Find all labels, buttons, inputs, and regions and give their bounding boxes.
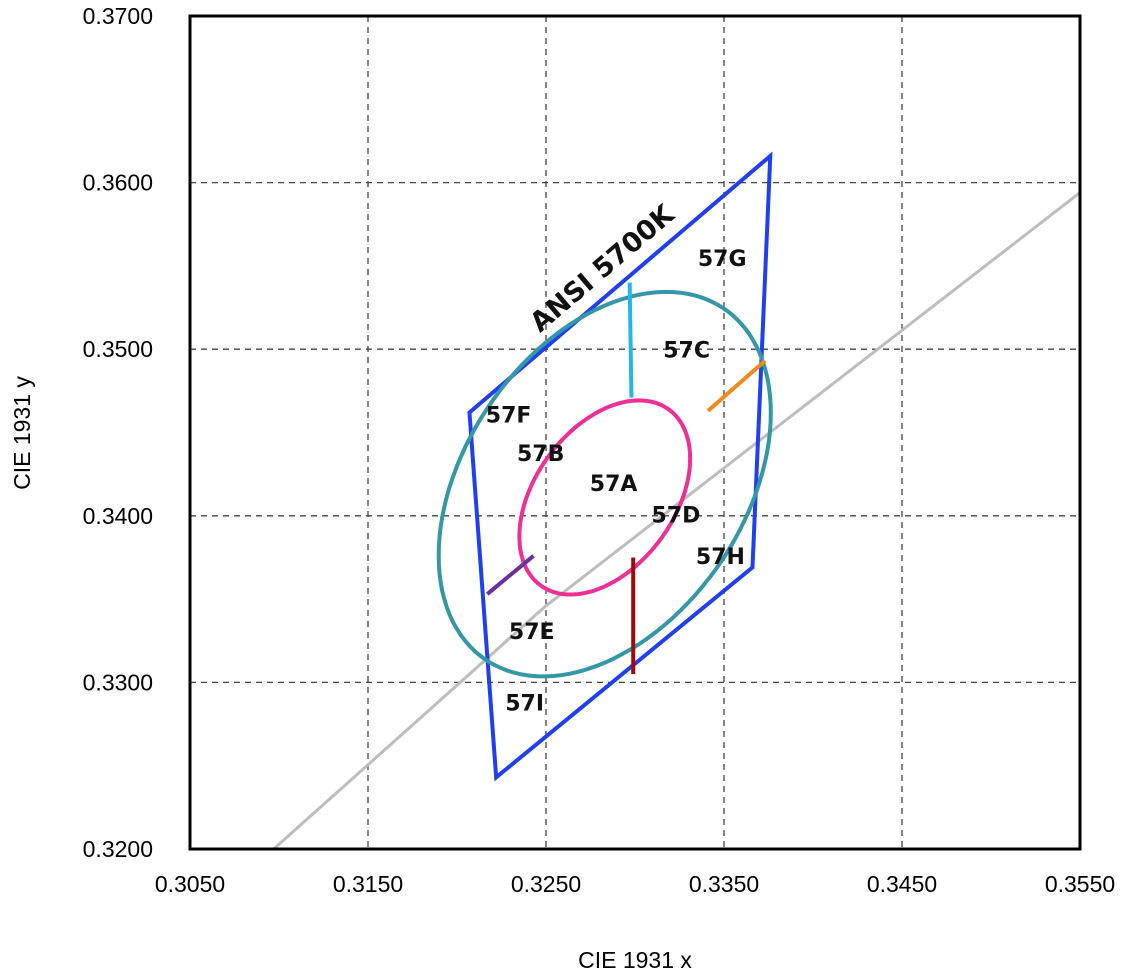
y-tick-label: 0.3700 [83, 3, 153, 29]
x-tick-label: 0.3550 [1045, 871, 1115, 897]
region-label-57d: 57D [651, 503, 700, 528]
region-label-57f: 57F [486, 404, 532, 429]
x-tick-label: 0.3050 [155, 871, 225, 897]
y-tick-label: 0.3600 [83, 170, 153, 196]
region-label-57b: 57B [517, 442, 564, 467]
region-label-57c: 57C [663, 339, 710, 364]
y-axis-title: CIE 1931 y [9, 376, 35, 490]
region-label-57a: 57A [590, 472, 638, 497]
ellipse-57c [436, 289, 773, 679]
plot-frame [188, 14, 1082, 851]
region-label-57g: 57G [698, 247, 747, 272]
ansi-5700k-label: ANSI 5700K [524, 198, 681, 338]
x-tick-label: 0.3450 [867, 871, 937, 897]
x-tick-label: 0.3150 [333, 871, 403, 897]
region-label-57e: 57E [509, 620, 555, 645]
x-tick-label: 0.3250 [511, 871, 581, 897]
x-axis-title: CIE 1931 x [578, 947, 692, 973]
ansi-quadrangle [467, 151, 773, 782]
region-label-57h: 57H [696, 545, 745, 570]
y-tick-label: 0.3300 [83, 669, 153, 695]
divider-segment-3 [485, 554, 535, 596]
ellipse-57a [517, 398, 693, 597]
y-tick-label: 0.3200 [83, 836, 153, 862]
y-tick-label: 0.3400 [83, 503, 153, 529]
grid-lines [190, 16, 1080, 849]
plot-area: 57G 57C 57F 57B 57A 57D 57H 57E 57I ANSI 5700K [272, 151, 1080, 849]
divider-segment-1 [627, 282, 634, 398]
divider-segment-2 [706, 359, 767, 413]
y-tick-label: 0.3500 [83, 336, 153, 362]
region-label-57i: 57I [505, 692, 544, 717]
tick-labels: 0.3050 0.3150 0.3250 0.3350 0.3450 0.3550 0.32… [83, 3, 1116, 897]
x-tick-label: 0.3350 [689, 871, 759, 897]
